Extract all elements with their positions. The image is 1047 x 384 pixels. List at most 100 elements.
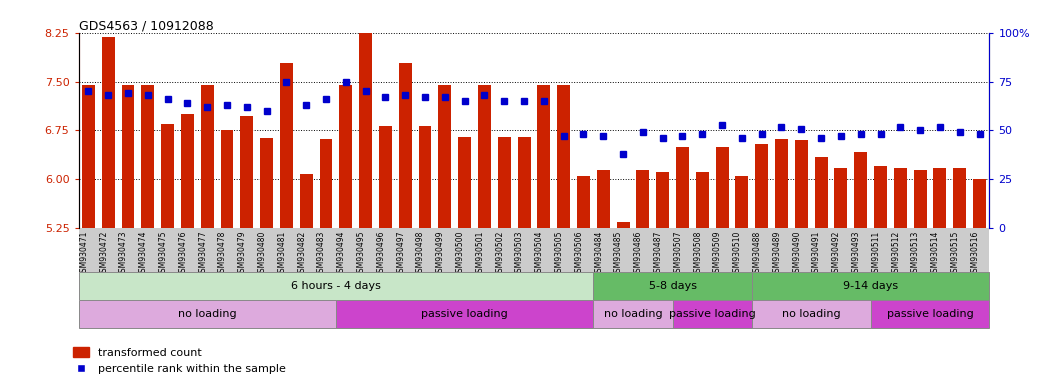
Text: GSM930493: GSM930493 <box>851 230 861 277</box>
Bar <box>497 137 511 228</box>
Bar <box>874 166 887 228</box>
Text: GSM930499: GSM930499 <box>436 230 445 277</box>
Bar <box>795 140 807 228</box>
Bar <box>241 116 253 228</box>
Text: passive loading: passive loading <box>421 309 508 319</box>
Text: GSM930513: GSM930513 <box>911 230 920 277</box>
Text: GSM930509: GSM930509 <box>713 230 722 277</box>
Bar <box>537 85 551 228</box>
Text: GSM930495: GSM930495 <box>357 230 365 277</box>
Bar <box>914 170 927 228</box>
Bar <box>953 168 966 228</box>
Bar <box>221 131 233 228</box>
Text: GSM930514: GSM930514 <box>931 230 940 277</box>
Text: GSM930505: GSM930505 <box>555 230 563 277</box>
Text: GDS4563 / 10912088: GDS4563 / 10912088 <box>79 20 214 33</box>
Text: GSM930504: GSM930504 <box>535 230 543 277</box>
Text: 5-8 days: 5-8 days <box>648 281 696 291</box>
Text: GSM930488: GSM930488 <box>753 230 761 277</box>
Text: GSM930500: GSM930500 <box>455 230 465 277</box>
Text: no loading: no loading <box>178 309 237 319</box>
Text: GSM930508: GSM930508 <box>693 230 703 277</box>
Text: no loading: no loading <box>782 309 841 319</box>
Bar <box>696 172 709 228</box>
Legend: transformed count, percentile rank within the sample: transformed count, percentile rank withi… <box>68 343 291 379</box>
Text: GSM930492: GSM930492 <box>832 230 841 277</box>
Bar <box>419 126 431 228</box>
Text: GSM930482: GSM930482 <box>297 230 306 277</box>
Text: GSM930501: GSM930501 <box>475 230 485 277</box>
Text: GSM930472: GSM930472 <box>99 230 108 277</box>
Bar <box>775 139 788 228</box>
Bar <box>894 168 907 228</box>
Bar <box>141 85 154 228</box>
Text: GSM930496: GSM930496 <box>377 230 385 277</box>
Bar <box>594 300 672 328</box>
Text: 9-14 days: 9-14 days <box>843 281 898 291</box>
Text: GSM930485: GSM930485 <box>615 230 623 277</box>
Text: GSM930473: GSM930473 <box>119 230 128 277</box>
Text: GSM930477: GSM930477 <box>198 230 207 277</box>
Bar <box>934 168 946 228</box>
Bar <box>672 300 752 328</box>
Text: GSM930478: GSM930478 <box>218 230 227 277</box>
Text: GSM930507: GSM930507 <box>673 230 683 277</box>
Text: GSM930510: GSM930510 <box>733 230 742 277</box>
Bar <box>557 85 571 228</box>
Text: passive loading: passive loading <box>887 309 974 319</box>
Bar <box>280 63 293 228</box>
Text: GSM930487: GSM930487 <box>653 230 663 277</box>
Bar <box>577 176 589 228</box>
Bar <box>755 144 768 228</box>
Text: GSM930511: GSM930511 <box>871 230 881 277</box>
Bar <box>161 124 174 228</box>
Bar <box>637 170 649 228</box>
Bar <box>439 85 451 228</box>
Bar <box>359 30 372 228</box>
Bar <box>656 172 669 228</box>
Bar <box>716 147 729 228</box>
Bar <box>339 85 352 228</box>
Text: GSM930503: GSM930503 <box>515 230 525 277</box>
Bar <box>201 85 214 228</box>
Bar <box>102 37 115 228</box>
Bar <box>735 176 749 228</box>
Bar <box>871 300 989 328</box>
Text: GSM930502: GSM930502 <box>495 230 505 277</box>
Bar <box>261 138 273 228</box>
Bar <box>594 272 752 300</box>
Text: GSM930512: GSM930512 <box>891 230 900 277</box>
Bar <box>973 179 986 228</box>
Bar <box>121 85 134 228</box>
Bar <box>336 300 594 328</box>
Text: GSM930489: GSM930489 <box>773 230 781 277</box>
Bar <box>379 126 392 228</box>
Bar <box>815 157 827 228</box>
Text: GSM930479: GSM930479 <box>238 230 247 277</box>
Bar <box>79 300 336 328</box>
Bar <box>752 272 989 300</box>
Text: passive loading: passive loading <box>669 309 756 319</box>
Text: no loading: no loading <box>604 309 663 319</box>
Text: GSM930486: GSM930486 <box>633 230 643 277</box>
Text: GSM930481: GSM930481 <box>277 230 287 277</box>
Text: GSM930474: GSM930474 <box>139 230 148 277</box>
Bar <box>854 152 867 228</box>
Text: GSM930516: GSM930516 <box>971 230 980 277</box>
Text: GSM930494: GSM930494 <box>337 230 346 277</box>
Bar <box>597 170 609 228</box>
Text: GSM930497: GSM930497 <box>396 230 405 277</box>
Text: GSM930476: GSM930476 <box>178 230 187 277</box>
Bar <box>82 85 95 228</box>
Bar <box>181 114 194 228</box>
Bar <box>752 300 871 328</box>
Bar <box>834 168 847 228</box>
Text: GSM930515: GSM930515 <box>951 230 960 277</box>
Bar <box>399 63 411 228</box>
Bar <box>517 137 531 228</box>
Bar <box>617 222 629 228</box>
Bar <box>478 85 491 228</box>
Bar <box>79 272 594 300</box>
Bar <box>459 137 471 228</box>
Text: GSM930471: GSM930471 <box>80 230 88 277</box>
